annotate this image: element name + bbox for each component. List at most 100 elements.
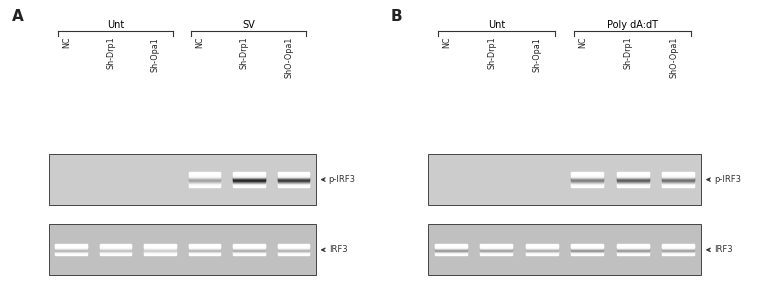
Bar [189,185,220,186]
Bar [662,254,694,255]
Bar [100,249,131,250]
Bar [278,178,309,179]
Bar [144,244,175,245]
Bar [189,250,220,251]
Bar [233,181,264,182]
Bar [480,246,512,247]
Bar [617,178,649,179]
Bar [189,174,220,175]
Bar [278,176,309,177]
Bar [617,174,649,175]
Bar [55,252,87,253]
Bar [233,172,264,173]
Bar [662,251,694,252]
Bar [278,176,309,178]
Bar [434,244,467,245]
Bar [278,248,309,249]
Bar [526,252,558,253]
Bar [662,246,694,247]
Bar [233,248,264,249]
Bar [189,182,220,183]
Bar [100,245,131,246]
Bar [233,185,264,186]
Bar [55,246,87,247]
Text: NC: NC [62,37,71,48]
Text: Sh-Drp1: Sh-Drp1 [107,37,115,70]
Bar [662,252,694,253]
Bar [480,252,512,253]
Bar [480,248,512,249]
Bar [662,249,694,250]
Bar [662,180,694,181]
Bar [189,249,220,250]
Bar [480,249,512,250]
Bar [233,253,264,254]
Bar [526,244,558,245]
Bar [278,251,309,252]
Bar [49,154,315,205]
Bar [617,248,649,249]
Bar [571,182,604,183]
Bar [617,185,649,186]
Bar [278,244,309,245]
Bar [434,250,467,251]
Bar [189,253,220,254]
Bar [233,177,264,178]
Bar [662,179,694,180]
Bar [434,246,467,247]
Bar [480,244,512,245]
Bar [571,179,604,180]
Bar [571,247,604,248]
Bar [278,181,309,182]
Bar [434,245,467,246]
Bar [617,246,649,247]
Bar [571,181,604,182]
Bar [480,250,512,251]
Bar [571,181,604,182]
Bar [100,246,131,247]
Bar [571,249,604,250]
Bar [526,246,558,247]
Bar [278,177,309,178]
Bar [526,249,558,250]
Bar [480,251,512,252]
Text: Sh-Drp1: Sh-Drp1 [624,37,633,70]
Bar [526,252,558,253]
Bar [617,249,649,250]
Bar [617,247,649,248]
Bar [278,245,309,246]
Bar [189,180,220,181]
Bar [662,186,694,187]
Text: IRF3: IRF3 [329,245,347,254]
Bar [233,252,264,253]
Bar [434,251,467,252]
Text: NC: NC [578,37,587,48]
Bar [100,252,131,253]
Bar [233,175,264,176]
Bar [233,254,264,255]
Text: p-IRF3: p-IRF3 [329,175,356,184]
Bar [278,252,309,253]
Bar [55,253,87,254]
Bar [189,186,220,187]
Bar [55,245,87,246]
Bar [189,178,220,179]
Bar [278,173,309,174]
Bar [278,181,309,182]
Bar [278,247,309,248]
Bar [100,246,131,247]
Bar [571,252,604,253]
Bar [662,177,694,178]
Bar [617,181,649,182]
Bar [189,176,220,177]
Bar [278,246,309,247]
Bar [617,181,649,182]
Bar [144,252,175,253]
Bar [278,183,309,184]
Bar [189,246,220,247]
Bar [617,250,649,251]
Bar [617,184,649,185]
Bar [189,248,220,249]
Bar [480,254,512,255]
Bar [278,174,309,175]
